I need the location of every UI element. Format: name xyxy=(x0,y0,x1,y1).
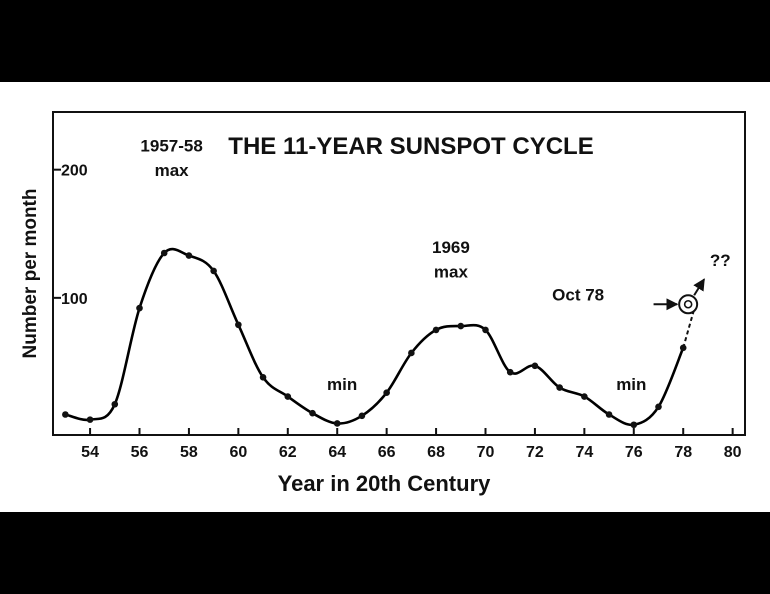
annotation-label: 1957-58 xyxy=(140,137,202,156)
x-tick-label: 68 xyxy=(427,444,445,461)
annotation-label: max xyxy=(155,161,190,180)
chart-title: THE 11-YEAR SUNSPOT CYCLE xyxy=(228,133,593,160)
data-point xyxy=(259,374,267,381)
data-point xyxy=(408,349,415,357)
data-point xyxy=(630,421,638,429)
data-point xyxy=(333,420,341,427)
data-point xyxy=(111,400,119,408)
data-point xyxy=(160,249,168,257)
data-point xyxy=(358,412,366,420)
chart-panel: THE 11-YEAR SUNSPOT CYCLE 54 56 58 60 62 64 66 6… xyxy=(0,82,770,512)
sunspot-series-line xyxy=(65,247,685,427)
data-point xyxy=(457,322,465,330)
x-tick-label: 78 xyxy=(674,444,692,461)
y-tick-label: 200 xyxy=(61,163,88,180)
x-tick-label: 60 xyxy=(229,444,247,461)
data-point xyxy=(605,411,613,418)
x-tick-label: 62 xyxy=(279,444,297,461)
x-tick-label: 74 xyxy=(575,444,593,461)
x-tick-label: 64 xyxy=(328,444,346,461)
data-point xyxy=(581,393,588,400)
x-tick-label: 54 xyxy=(81,444,99,461)
oct78-marker-dot xyxy=(683,299,693,309)
data-point xyxy=(655,403,662,411)
x-tick-label: 56 xyxy=(131,444,149,461)
y-tick-label: 100 xyxy=(61,291,88,308)
data-point xyxy=(506,368,514,376)
annotation-label: 1969 xyxy=(432,238,470,257)
plot-frame xyxy=(52,111,746,436)
data-point xyxy=(531,362,539,370)
data-point xyxy=(679,344,687,352)
x-tick-label: 66 xyxy=(378,444,396,461)
data-point xyxy=(284,393,292,400)
annotation-label: ?? xyxy=(710,251,731,270)
oct78-marker-ring xyxy=(678,294,699,315)
annotation-label: max xyxy=(434,262,469,281)
data-point xyxy=(185,252,193,259)
data-point xyxy=(309,409,316,417)
x-axis-label: Year in 20th Century xyxy=(278,471,492,496)
data-point xyxy=(482,326,489,334)
x-tick-label: 70 xyxy=(477,444,495,461)
data-point xyxy=(235,321,242,329)
future-arrow xyxy=(693,278,706,296)
data-point xyxy=(556,384,563,391)
data-point xyxy=(136,304,143,312)
y-axis-label: Number per month xyxy=(20,189,41,359)
data-point xyxy=(432,326,440,334)
data-point xyxy=(383,389,390,397)
annotation-label: min xyxy=(616,375,646,394)
x-tick-label: 76 xyxy=(625,444,643,461)
x-tick-label: 80 xyxy=(724,444,742,461)
chart: THE 11-YEAR SUNSPOT CYCLE 54 56 58 60 62 64 66 6… xyxy=(20,111,746,496)
data-point xyxy=(86,416,94,423)
annotation-label: Oct 78 xyxy=(552,285,604,304)
data-point xyxy=(62,411,69,418)
annotation-label: min xyxy=(327,375,357,394)
x-tick-label: 58 xyxy=(180,444,198,461)
x-tick-label: 72 xyxy=(526,444,544,461)
data-point xyxy=(210,267,217,275)
